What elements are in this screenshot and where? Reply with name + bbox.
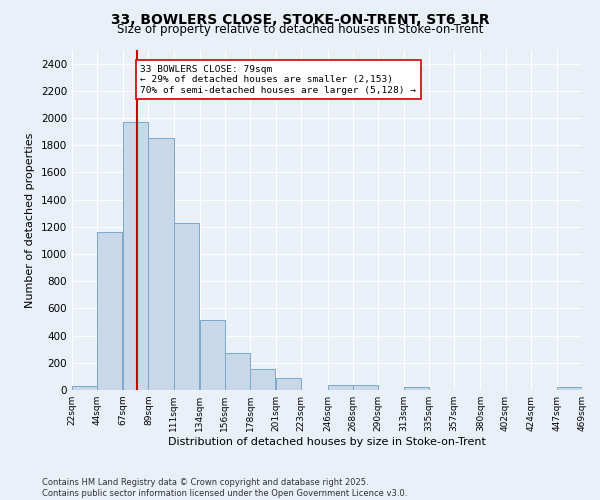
Bar xyxy=(404,388,429,390)
Bar xyxy=(353,384,378,390)
Bar xyxy=(72,386,97,390)
Bar xyxy=(124,122,148,390)
Text: 33, BOWLERS CLOSE, STOKE-ON-TRENT, ST6 3LR: 33, BOWLERS CLOSE, STOKE-ON-TRENT, ST6 3… xyxy=(110,12,490,26)
Bar xyxy=(557,388,582,390)
Bar xyxy=(148,138,173,390)
Text: 33 BOWLERS CLOSE: 79sqm
← 29% of detached houses are smaller (2,153)
70% of semi: 33 BOWLERS CLOSE: 79sqm ← 29% of detache… xyxy=(140,65,416,95)
Bar xyxy=(250,369,275,390)
Bar xyxy=(97,232,122,390)
Text: Contains HM Land Registry data © Crown copyright and database right 2025.
Contai: Contains HM Land Registry data © Crown c… xyxy=(42,478,407,498)
Bar xyxy=(276,378,301,390)
Bar xyxy=(225,352,250,390)
X-axis label: Distribution of detached houses by size in Stoke-on-Trent: Distribution of detached houses by size … xyxy=(168,437,486,447)
Bar xyxy=(200,320,225,390)
Y-axis label: Number of detached properties: Number of detached properties xyxy=(25,132,35,308)
Text: Size of property relative to detached houses in Stoke-on-Trent: Size of property relative to detached ho… xyxy=(117,22,483,36)
Bar xyxy=(328,384,353,390)
Bar xyxy=(173,222,199,390)
